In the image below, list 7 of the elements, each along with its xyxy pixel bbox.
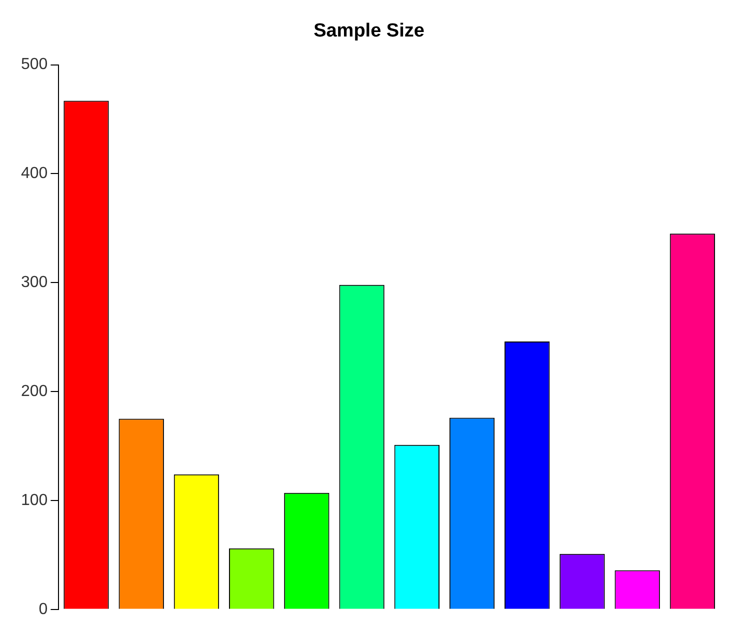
y-tick-label: 100 (20, 492, 48, 509)
y-tick-label: 0 (38, 600, 48, 618)
y-tick-label: 400 (20, 165, 48, 182)
chart-title: Sample Size (314, 20, 424, 42)
y-tick-label: 300 (20, 274, 48, 292)
y-tick-label: 500 (20, 56, 48, 74)
y-tick-label: 200 (20, 382, 48, 400)
